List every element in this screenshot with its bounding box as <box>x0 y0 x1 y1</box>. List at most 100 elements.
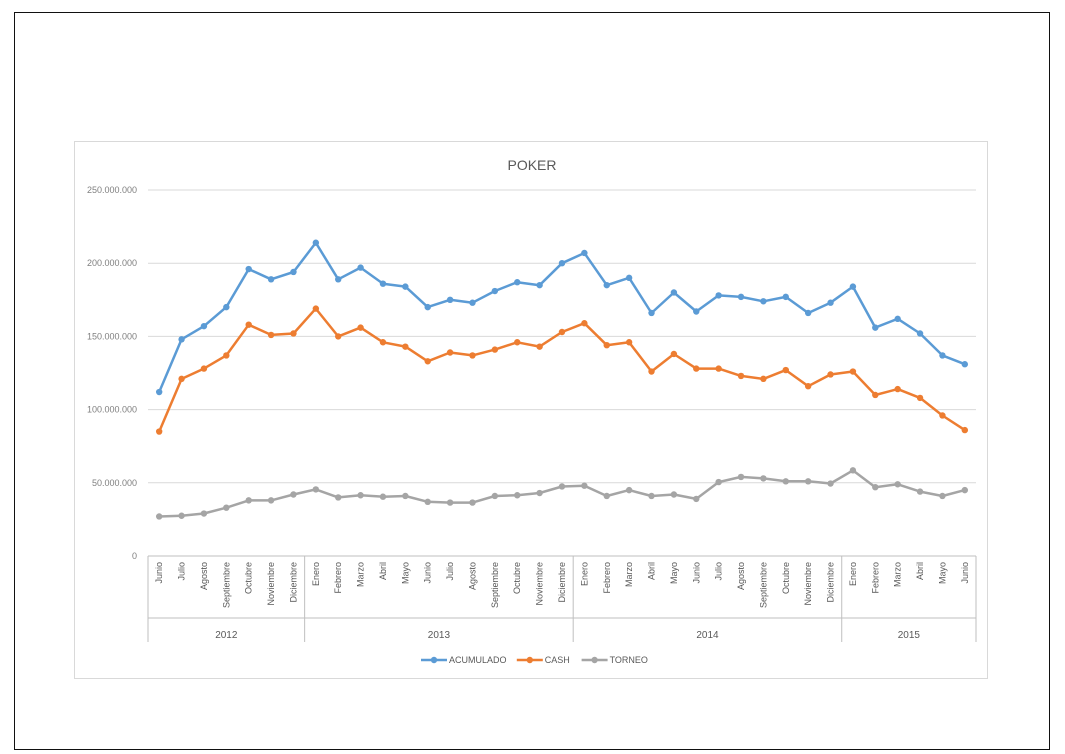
data-point <box>335 276 342 283</box>
x-tick-label: Octubre <box>781 562 791 594</box>
data-point <box>290 268 297 276</box>
data-point <box>603 281 610 289</box>
data-point <box>715 478 722 486</box>
x-year-label: 2013 <box>428 630 451 641</box>
data-point <box>514 339 521 346</box>
data-point <box>782 478 789 485</box>
x-year-label: 2014 <box>696 630 719 641</box>
data-point <box>424 303 431 311</box>
data-point <box>961 361 969 368</box>
y-tick-label: 0 <box>132 551 137 561</box>
x-tick-label: Agosto <box>199 562 209 590</box>
x-tick-label: Abril <box>915 562 925 580</box>
legend-label: ACUMULADO <box>449 655 507 665</box>
x-tick-label: Diciembre <box>557 562 567 603</box>
data-point <box>804 382 812 390</box>
x-tick-label: Enero <box>848 562 858 586</box>
data-point <box>469 299 476 306</box>
data-point <box>872 391 879 399</box>
x-year-label: 2012 <box>215 630 238 641</box>
x-tick-label: Abril <box>647 562 657 580</box>
data-point <box>469 499 476 506</box>
data-point <box>670 491 678 498</box>
x-tick-label: Enero <box>579 562 589 586</box>
data-point <box>916 330 924 337</box>
data-point <box>178 375 185 383</box>
x-tick-label: Agosto <box>467 562 477 590</box>
x-tick-label: Diciembre <box>288 562 298 603</box>
data-point <box>536 489 543 497</box>
data-point <box>625 339 633 346</box>
page-frame <box>14 12 1050 750</box>
data-point <box>782 366 789 374</box>
data-point <box>155 428 163 435</box>
data-point <box>581 249 588 257</box>
data-point <box>916 488 924 495</box>
x-tick-label: Septiembre <box>758 562 768 608</box>
data-point <box>379 493 387 500</box>
x-tick-label: Marzo <box>624 562 634 587</box>
legend-marker <box>526 656 533 664</box>
series-line-cash <box>158 307 966 433</box>
data-point <box>178 512 185 519</box>
x-tick-label: Octubre <box>244 562 254 594</box>
data-point <box>536 281 543 289</box>
y-tick-label: 200.000.000 <box>87 258 137 268</box>
data-point <box>446 349 454 356</box>
x-tick-label: Noviembre <box>266 562 276 606</box>
data-point <box>760 475 767 482</box>
data-point <box>514 492 521 499</box>
data-point <box>357 324 364 331</box>
x-tick-label: Junio <box>154 562 164 584</box>
data-point <box>939 412 946 419</box>
data-point <box>267 497 275 504</box>
data-point <box>782 293 789 301</box>
data-point <box>245 321 252 328</box>
y-tick-label: 50.000.000 <box>92 478 137 488</box>
line-chart: POKER 0 50.000.000 100.000.000 150.000.000 2… <box>87 157 977 665</box>
data-point <box>693 365 700 372</box>
data-point <box>446 296 454 303</box>
legend-marker <box>591 656 598 664</box>
data-point <box>290 491 297 498</box>
data-point <box>894 481 901 488</box>
x-tick-label: Noviembre <box>535 562 545 606</box>
x-tick-label: Mayo <box>669 562 679 584</box>
data-point <box>849 283 857 290</box>
x-tick-label: Marzo <box>893 562 903 587</box>
data-point <box>715 365 722 372</box>
data-point <box>312 486 320 493</box>
data-point <box>200 365 208 372</box>
legend-item-acumulado: ACUMULADO <box>421 655 507 665</box>
data-point <box>514 279 521 286</box>
x-tick-label: Abril <box>378 562 388 580</box>
legend-item-cash: CASH <box>516 655 570 665</box>
data-point <box>402 283 409 290</box>
data-point <box>290 330 297 337</box>
y-tick-label: 150.000.000 <box>87 331 137 341</box>
data-point <box>558 328 566 336</box>
data-point <box>939 352 946 359</box>
data-point <box>737 372 745 380</box>
x-tick-label: Febrero <box>602 562 612 594</box>
data-point <box>849 368 857 375</box>
data-point <box>200 510 208 517</box>
data-point <box>267 331 275 339</box>
legend-label: CASH <box>545 655 570 665</box>
data-point <box>581 320 588 327</box>
data-point <box>939 492 946 500</box>
legend: ACUMULADO CASH TORNEO <box>421 655 648 665</box>
x-tick-label: Julio <box>714 562 724 581</box>
data-point <box>648 492 655 500</box>
series-line-torneo <box>159 469 966 518</box>
x-tick-label: Enero <box>311 562 321 586</box>
x-tick-label: Mayo <box>400 562 410 584</box>
data-point <box>804 309 812 317</box>
data-point <box>223 303 230 311</box>
x-tick-label: Julio <box>177 562 187 581</box>
data-point <box>581 482 588 489</box>
data-point <box>849 467 857 474</box>
legend-label: TORNEO <box>610 655 648 665</box>
x-tick-label: Febrero <box>333 562 343 594</box>
data-point <box>872 483 879 491</box>
